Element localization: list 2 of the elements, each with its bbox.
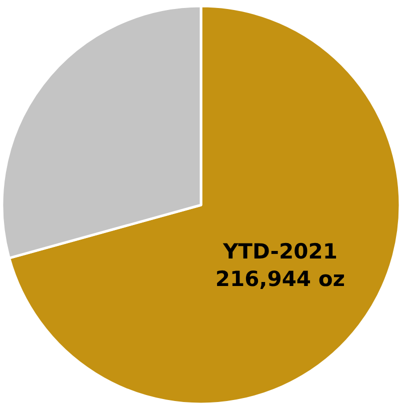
slice-label: YTD-2021 (222, 240, 338, 264)
data-label: 216,944 oz (215, 266, 345, 291)
